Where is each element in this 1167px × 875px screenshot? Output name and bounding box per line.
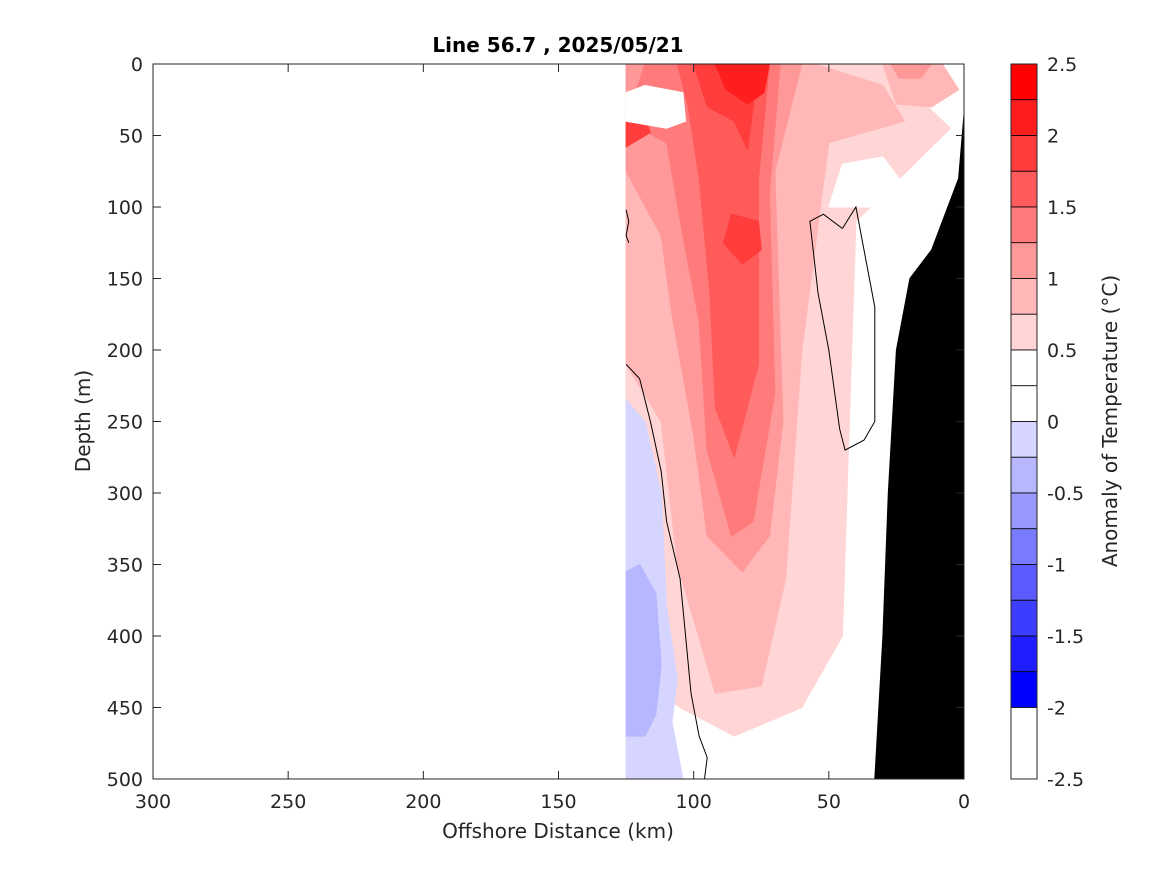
colorbar-swatch (1010, 135, 1038, 172)
colorbar-frame (1010, 63, 1038, 780)
colorbar-swatch (1010, 278, 1038, 315)
colorbar-tick-label: 0 (1047, 412, 1059, 434)
colorbar-swatch (1010, 206, 1038, 244)
colorbar-swatch (1010, 635, 1038, 673)
colorbar-swatch (1010, 456, 1038, 494)
y-axis-label: Depth (m) (71, 370, 95, 472)
anomaly-region-4 (676, 64, 770, 458)
x-tick-label: 0 (958, 791, 970, 813)
colorbar-swatch (1010, 528, 1038, 565)
colorbar-swatch (1010, 385, 1038, 422)
colorbar-tick-label: -2 (1047, 698, 1066, 720)
colorbar-tick-label: -1.5 (1047, 626, 1084, 648)
zero-contour-2 (809, 205, 876, 451)
chart-title: Line 56.7 , 2025/05/21 (432, 33, 683, 57)
anomaly-region-10 (890, 64, 933, 79)
bathymetry-layer (874, 114, 964, 779)
y-tick-label: 200 (107, 340, 143, 362)
colorbar-tick-label: 1 (1047, 269, 1059, 291)
y-tick-label: 450 (107, 698, 143, 720)
y-tick-label: 150 (107, 269, 143, 291)
anomaly-region-14 (828, 156, 905, 208)
colorbar-label: Anomaly of Temperature (°C) (1098, 275, 1122, 567)
colorbar-swatch (1010, 63, 1038, 101)
colorbar-swatch (1010, 671, 1038, 708)
y-tick-label: 250 (107, 412, 143, 434)
y-tick-label: 50 (119, 126, 143, 148)
colorbar-swatch (1010, 421, 1038, 458)
x-tick-label: 150 (540, 791, 576, 813)
colorbar-tick-label: 2.5 (1047, 54, 1077, 76)
zero-contour-0 (625, 209, 630, 243)
anomaly-regions (625, 64, 960, 779)
colorbar-swatch (1010, 170, 1038, 208)
x-tick-label: 200 (405, 791, 441, 813)
anomaly-region-6 (722, 213, 762, 265)
y-tick-label: 350 (107, 555, 143, 577)
colorbar-swatch (1010, 564, 1038, 601)
y-tick-label: 400 (107, 626, 143, 648)
colorbar-tick-label: 2 (1047, 126, 1059, 148)
colorbar-swatch (1010, 492, 1038, 530)
anomaly-region-12 (625, 564, 662, 737)
colorbar-swatch (1010, 599, 1038, 637)
anomaly-region-7 (714, 64, 770, 105)
colorbar-tick-label: 1.5 (1047, 197, 1077, 219)
colorbar-tick-label: -0.5 (1047, 483, 1084, 505)
zero-contour-1 (625, 363, 708, 779)
bathymetry-seafloor (874, 114, 964, 779)
colorbar-swatch (1010, 313, 1038, 351)
anomaly-region-13 (625, 85, 687, 129)
zero-contours (625, 205, 876, 779)
y-tick-label: 0 (131, 54, 143, 76)
x-tick-label: 50 (817, 791, 841, 813)
x-tick-label: 100 (676, 791, 712, 813)
x-tick-label: 250 (270, 791, 306, 813)
colorbar: 2.5 2 1.5 1 0.5 0 -0.5 -1 -1.5 -2 -2.5 (1010, 54, 1084, 791)
colorbar-swatch (1010, 349, 1038, 387)
colorbar-swatch (1010, 242, 1038, 279)
y-axis: 0 50 100 150 200 250 300 350 400 450 500 (107, 54, 964, 791)
colorbar-tick-label: -2.5 (1047, 769, 1084, 791)
colorbar-tick-label: 0.5 (1047, 340, 1077, 362)
y-tick-label: 100 (107, 197, 143, 219)
x-axis-label: Offshore Distance (km) (442, 819, 674, 843)
y-tick-label: 300 (107, 483, 143, 505)
y-tick-label: 500 (107, 769, 143, 791)
colorbar-swatch (1010, 99, 1038, 136)
colorbar-tick-label: -1 (1047, 555, 1066, 577)
x-tick-label: 300 (135, 791, 171, 813)
x-axis: 300 250 200 150 100 50 0 (135, 64, 970, 813)
